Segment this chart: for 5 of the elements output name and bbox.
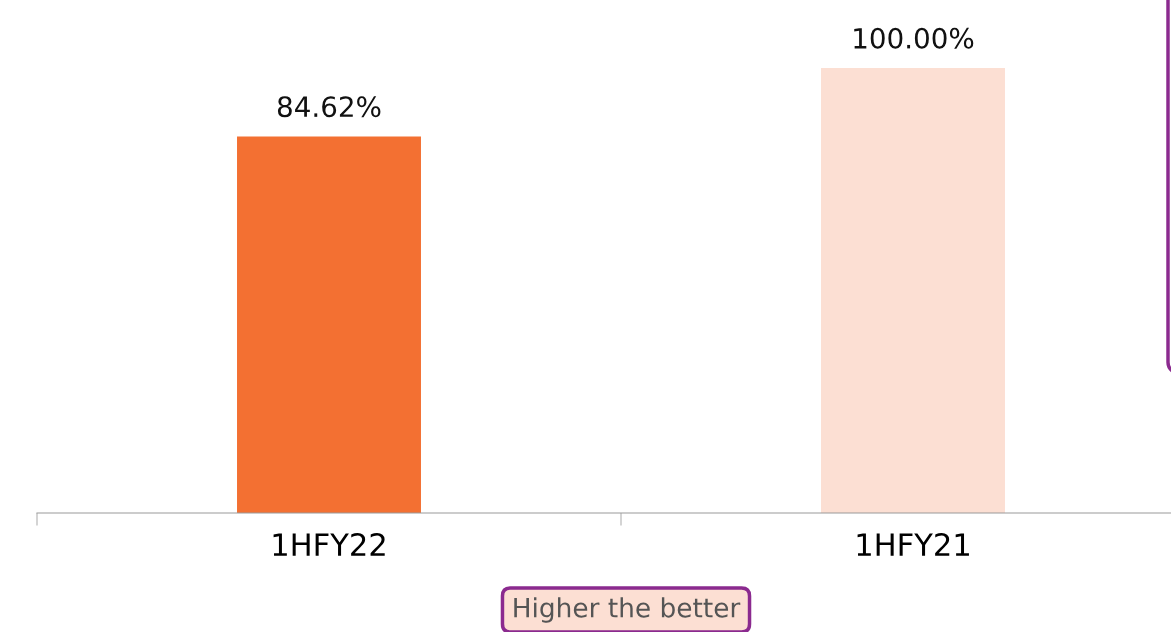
x-tick-label: 1HFY21 <box>857 532 969 556</box>
x-tick-label: 1HFY22 <box>273 532 385 556</box>
text: Higher the better <box>514 597 741 623</box>
data-label: 100.00% <box>854 27 974 49</box>
data-label: 84.62% <box>277 96 381 118</box>
